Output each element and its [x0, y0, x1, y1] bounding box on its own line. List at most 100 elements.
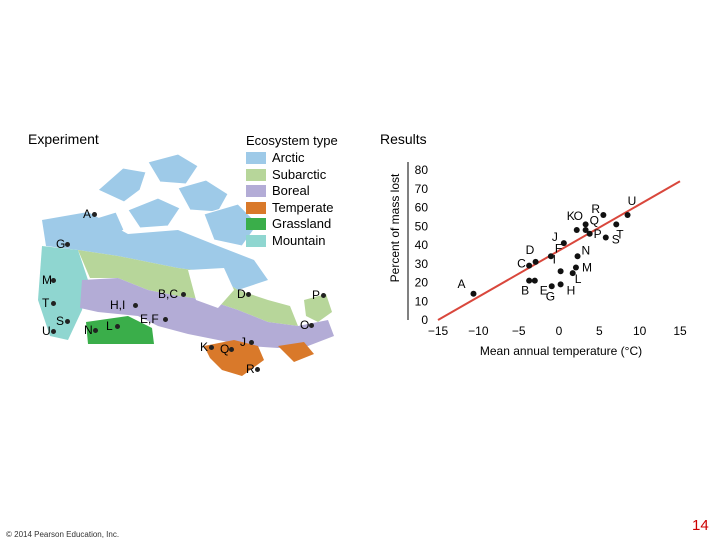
map-site-dot	[309, 323, 314, 328]
data-point	[613, 221, 620, 228]
map-site-label: O	[300, 318, 310, 332]
map-site-label: Q	[220, 342, 230, 356]
map-site-label: G	[56, 237, 66, 251]
map-site-dot	[65, 242, 70, 247]
point-label: E	[540, 284, 548, 298]
data-point	[572, 264, 579, 271]
map-site-label: N	[84, 323, 93, 337]
map-site-dot	[93, 328, 98, 333]
data-point	[573, 227, 580, 233]
map-site-dot	[115, 324, 120, 329]
subarctic-band	[78, 250, 298, 326]
x-tick-label: 10	[633, 324, 647, 338]
map-site-dot	[181, 292, 186, 297]
map-site-dot	[209, 345, 214, 350]
x-tick-label: 5	[596, 324, 603, 338]
legend-label: Temperate	[272, 199, 334, 215]
data-point	[526, 262, 533, 269]
y-tick-label: 60	[415, 201, 429, 215]
x-tick-label: −15	[428, 324, 449, 338]
temperate-region	[204, 340, 264, 376]
y-axis-label: Percent of mass lost	[388, 173, 402, 282]
legend-swatch	[246, 234, 266, 247]
data-point	[557, 281, 564, 288]
data-point	[582, 227, 589, 233]
copyright: © 2014 Pearson Education, Inc.	[6, 530, 120, 539]
point-label: T	[616, 227, 624, 241]
point-label: K	[567, 209, 575, 223]
legend-swatch	[246, 168, 266, 181]
data-point	[600, 212, 607, 218]
map-site-dot	[246, 292, 251, 297]
map-site-dot	[321, 293, 326, 298]
data-point	[547, 253, 554, 260]
point-label: N	[582, 243, 591, 257]
y-tick-label: 20	[415, 276, 429, 290]
page-number: 14	[692, 517, 709, 534]
data-point	[582, 221, 589, 228]
map-site-dot	[51, 278, 56, 283]
y-tick-label: 50	[415, 219, 429, 233]
atlantic-region	[278, 342, 314, 362]
x-tick-label: 0	[556, 324, 563, 338]
map-site-label: R	[246, 362, 255, 376]
map-site-dot	[229, 347, 234, 352]
point-label: P	[594, 227, 602, 241]
point-label: R	[591, 202, 600, 216]
map-site-label: K	[200, 340, 209, 354]
data-point	[560, 240, 567, 247]
data-point	[470, 290, 477, 297]
x-tick-label: 15	[673, 324, 687, 338]
map-site-label: L	[106, 319, 113, 333]
map-site-label: S	[56, 314, 65, 328]
grassland-region	[86, 316, 154, 344]
map-site-dot	[133, 303, 138, 308]
data-point	[602, 234, 609, 241]
data-point	[557, 268, 564, 275]
data-point	[548, 283, 555, 290]
point-label: I	[553, 252, 556, 266]
y-tick-label: 80	[415, 163, 429, 177]
map-site-label: M	[42, 273, 52, 287]
legend-title: Ecosystem type	[246, 133, 338, 148]
point-label: J	[552, 230, 558, 244]
legend-swatch	[246, 152, 266, 164]
point-label: S	[612, 233, 620, 247]
map-site-label: A	[83, 207, 92, 221]
data-point	[586, 230, 593, 237]
y-tick-label: 10	[415, 294, 429, 308]
x-tick-label: −5	[512, 324, 526, 338]
map-site-dot	[51, 329, 56, 334]
legend-swatch	[246, 185, 266, 197]
map-site-label: P	[312, 288, 321, 302]
map-site-label: U	[42, 324, 51, 338]
experiment-header: Experiment	[28, 131, 99, 147]
map-site-dot	[92, 212, 97, 217]
map-site-label: B,C	[158, 287, 179, 301]
legend-label: Subarctic	[272, 166, 327, 182]
legend-label: Arctic	[272, 150, 305, 165]
data-point	[624, 212, 631, 218]
hudson-bay	[188, 268, 234, 308]
results-header: Results	[380, 131, 427, 147]
point-label: L	[575, 272, 582, 286]
data-point	[574, 253, 581, 260]
point-label: M	[582, 261, 592, 275]
newfoundland	[304, 294, 332, 322]
point-label: A	[457, 277, 465, 291]
map-site-dot	[51, 301, 56, 306]
point-label: D	[526, 243, 535, 257]
data-point	[526, 277, 533, 284]
data-point	[532, 258, 539, 265]
map-site-dot	[255, 367, 260, 372]
map-site-label: T	[42, 296, 50, 310]
legend-label: Boreal	[272, 183, 310, 198]
legend-swatch	[246, 218, 266, 230]
point-label: B	[521, 284, 529, 298]
map-site-label: J	[240, 335, 246, 349]
boreal-band	[80, 278, 334, 348]
map-site-dot	[249, 340, 254, 345]
mountain-region	[38, 246, 88, 340]
y-tick-label: 40	[415, 238, 429, 252]
map-site-label: H,I	[110, 298, 126, 312]
